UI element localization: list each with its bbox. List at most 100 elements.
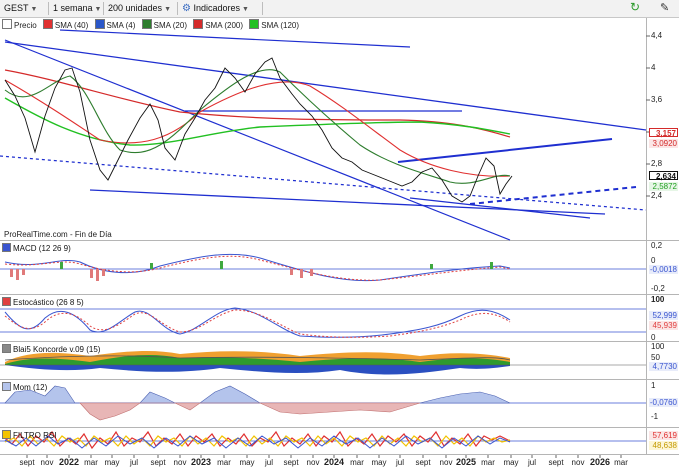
filtro-rsi-value-1: 57,619 (649, 431, 678, 440)
indicators-button[interactable]: ⚙ Indicadores ▼ (182, 2, 249, 14)
price-marker-sma40: 3,0920 (649, 139, 678, 148)
time-axis-month-label: may (371, 458, 387, 467)
price-axis-label: 2,8 (651, 159, 663, 168)
macd-value: -0,0018 (649, 265, 678, 274)
time-axis-month-label: mar (350, 458, 364, 467)
legend-swatch (193, 19, 204, 29)
legend-label: SMA (4) (106, 21, 136, 30)
stochastic-title-label: Estocástico (26 8 5) (13, 298, 84, 307)
time-axis-month-label: nov (173, 458, 187, 467)
chevron-down-icon: ▼ (30, 6, 38, 13)
time-axis-month-label: nov (306, 458, 320, 467)
time-axis-month-label: jul (527, 458, 537, 467)
filtro-rsi-value-2: 48,638 (649, 441, 678, 450)
refresh-icon[interactable]: ↻ (630, 0, 641, 14)
momentum-title[interactable]: Mom (12) (2, 382, 47, 392)
legend-swatch (141, 19, 152, 29)
time-axis-month-label: nov (571, 458, 585, 467)
price-marker-sma200: 3,157 (649, 128, 678, 138)
legend-label: SMA (20) (153, 21, 187, 30)
time-axis-ticks (26, 455, 622, 458)
koncorde-value: 4,7730 (649, 362, 678, 371)
time-axis-month-label: mar (84, 458, 98, 467)
panel-separators (0, 18, 679, 455)
stochastic-panel-lines (0, 307, 646, 338)
toolbar-divider (48, 2, 49, 15)
macd-title[interactable]: MACD (12 26 9) (2, 243, 71, 253)
time-axis-year-label: 2022 (58, 457, 80, 467)
legend-label: SMA (120) (261, 21, 300, 30)
price-axis-ticks (646, 35, 650, 197)
momentum-panel (0, 385, 646, 421)
time-axis-month-label: nov (439, 458, 453, 467)
chevron-down-icon: ▼ (164, 6, 171, 13)
time-axis-month-label: sept (415, 458, 431, 467)
legend-item-sma120[interactable]: SMA (120) (249, 19, 299, 30)
koncorde-title-label: Blai5 Koncorde v.09 (15) (13, 345, 101, 354)
price-axis-label: 4 (651, 63, 656, 72)
momentum-value: -0,0760 (649, 398, 678, 407)
koncorde-axis-label: 50 (651, 353, 660, 362)
period-selector[interactable]: 1 semana ▼ (53, 2, 101, 14)
trend-lines (0, 29, 647, 241)
time-axis-year-label: 2026 (589, 457, 611, 467)
legend-item-sma4[interactable]: SMA (4) (94, 19, 136, 30)
price-marker-sma120: 2,5872 (649, 182, 678, 191)
price-axis-label: 2,4 (651, 191, 663, 200)
filtro-rsi-title[interactable]: FILTRO RSI (2, 430, 56, 440)
stochastic-title[interactable]: Estocástico (26 8 5) (2, 297, 84, 307)
toolbar-divider (177, 2, 178, 15)
symbol-selector[interactable]: GEST ▼ (4, 2, 37, 14)
filtro-rsi-panel (0, 430, 646, 450)
panel-swatch (2, 243, 11, 252)
momentum-axis-label: -1 (651, 412, 659, 421)
koncorde-panel-areas (0, 350, 646, 375)
koncorde-title[interactable]: Blai5 Koncorde v.09 (15) (2, 344, 100, 354)
filtro-rsi-title-label: FILTRO RSI (13, 431, 57, 440)
price-axis-label: 4,4 (651, 31, 663, 40)
legend-item-price[interactable]: Precio (2, 19, 37, 30)
macd-title-label: MACD (12 26 9) (13, 244, 71, 253)
symbol-label: GEST (4, 3, 29, 13)
stochastic-value-d: 45,939 (649, 321, 678, 330)
panel-swatch (2, 344, 11, 353)
settings-icon[interactable]: ✎ (660, 2, 670, 14)
indicators-icon: ⚙ (182, 3, 191, 14)
time-axis-month-label: sept (150, 458, 166, 467)
koncorde-axis-label: 100 (651, 342, 665, 351)
momentum-axis-label: 1 (651, 381, 656, 390)
panel-swatch (2, 382, 11, 391)
units-selector[interactable]: 200 unidades ▼ (108, 2, 171, 14)
time-axis-month-label: nov (40, 458, 54, 467)
macd-panel-lines (0, 253, 646, 282)
time-axis-year-label: 2024 (323, 457, 345, 467)
sma-200-line (4, 69, 511, 138)
time-axis-month-label: may (239, 458, 255, 467)
time-axis-month-label: jul (395, 458, 405, 467)
data-source-caption: ProRealTime.com - Fin de Día (4, 230, 112, 239)
price-line (4, 57, 513, 203)
toolbar: GEST ▼ 1 semana ▼ 200 unidades ▼ ⚙ Indicado… (0, 0, 679, 18)
time-axis-month-label: may (104, 458, 120, 467)
chevron-down-icon: ▼ (94, 6, 102, 13)
legend-label: SMA (200) (205, 21, 244, 30)
time-axis-month-label: sept (548, 458, 564, 467)
time-axis-month-label: mar (614, 458, 628, 467)
stochastic-axis-label: 100 (651, 295, 665, 304)
legend-item-sma40[interactable]: SMA (40) (42, 19, 88, 30)
time-axis-month-label: jul (129, 458, 139, 467)
legend-item-sma20[interactable]: SMA (20) (141, 19, 187, 30)
toolbar-divider (103, 2, 104, 15)
indicators-label: Indicadores (193, 3, 241, 13)
legend-item-sma200[interactable]: SMA (200) (193, 19, 243, 30)
time-axis-month-label: jul (264, 458, 274, 467)
toolbar-divider (262, 2, 263, 15)
price-legend: Precio SMA (40) SMA (4) SMA (20) SMA (20… (2, 19, 303, 30)
time-axis-year-label: 2025 (455, 457, 477, 467)
time-axis-month-label: sept (283, 458, 299, 467)
legend-label: Precio (14, 21, 37, 30)
panel-swatch (2, 297, 11, 306)
momentum-title-label: Mom (12) (13, 383, 48, 392)
legend-swatch (249, 19, 260, 29)
